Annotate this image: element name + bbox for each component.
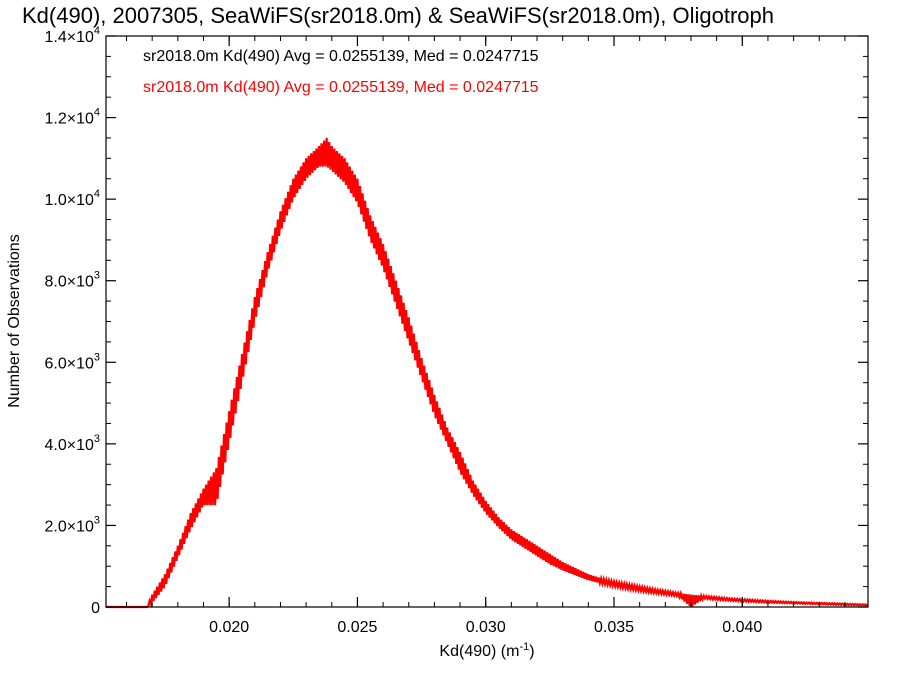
y-tick-label: 8.0×103 — [44, 270, 100, 291]
y-tick-label: 4.0×103 — [44, 433, 100, 454]
series-layer — [106, 137, 869, 609]
legend-entry-black: sr2018.0m Kd(490) Avg = 0.0255139, Med =… — [143, 48, 539, 65]
x-tick-label: 0.020 — [209, 619, 249, 636]
x-axis-label-exponent: -1 — [519, 641, 529, 653]
legend-entry-red: sr2018.0m Kd(490) Avg = 0.0255139, Med =… — [143, 79, 539, 96]
x-tick-label: 0.040 — [722, 619, 762, 636]
x-tick-label: 0.025 — [337, 619, 377, 636]
y-axis-label: Number of Observations — [6, 234, 23, 407]
y-tick-label: 0 — [91, 600, 100, 617]
y-tick-label: 1.0×104 — [44, 188, 100, 209]
y-tick-label: 2.0×103 — [44, 514, 100, 535]
x-tick-label: 0.030 — [466, 619, 506, 636]
y-tick-label: 1.2×104 — [44, 107, 100, 128]
x-axis: 0.020 0.025 0.030 0.035 0.040 — [126, 36, 846, 636]
y-axis: 0 2.0×103 4.0×103 6.0×103 8.0×103 1.0×104 1.2×… — [44, 25, 868, 617]
x-axis-label-main: Kd(490) (m — [439, 643, 519, 660]
x-axis-label: Kd(490) (m-1) — [439, 641, 534, 660]
y-tick-label: 6.0×103 — [44, 351, 100, 372]
series-line-red — [106, 137, 869, 609]
y-tick-label: 1.4×104 — [44, 25, 100, 46]
x-axis-label-suffix: ) — [529, 643, 534, 660]
chart-title: Kd(490), 2007305, SeaWiFS(sr2018.0m) & S… — [22, 3, 774, 28]
x-tick-label: 0.035 — [594, 619, 634, 636]
